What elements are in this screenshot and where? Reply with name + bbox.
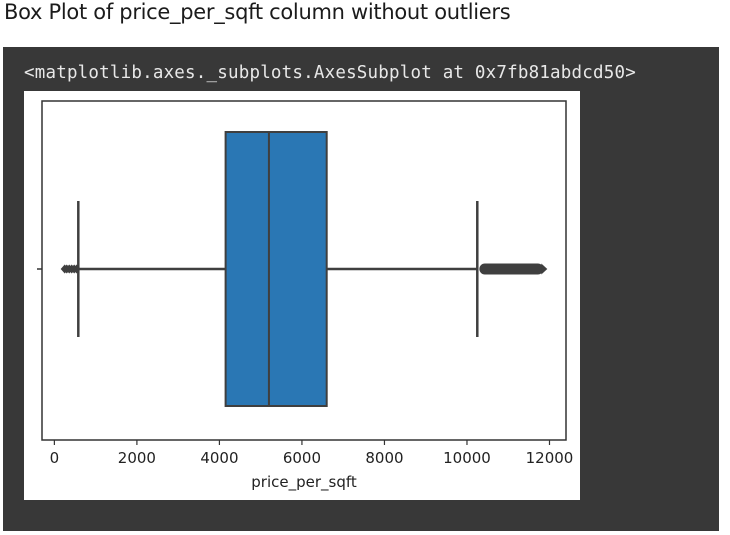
x-tick-label: 0	[50, 449, 60, 467]
chart-figure: 0 2000 4000 6000 8000 10000 12000 price_per_sqf…	[24, 91, 580, 500]
page-heading: Box Plot of price_per_sqft column withou…	[4, 0, 511, 24]
box-iqr	[224, 131, 328, 407]
output-repr-text: <matplotlib.axes._subplots.AxesSubplot a…	[24, 63, 636, 83]
box-plot-svg: 0 2000 4000 6000 8000 10000 12000 price_per_sqf…	[37, 100, 574, 492]
x-tick-label: 6000	[283, 449, 321, 467]
x-tick-label: 8000	[365, 449, 403, 467]
x-tick-label: 2000	[118, 449, 156, 467]
outlier-low-marker	[72, 264, 81, 274]
x-tick-label: 10000	[443, 449, 491, 467]
outlier-high-marker	[541, 263, 548, 275]
axes-frame	[41, 100, 567, 441]
outlier-high-band	[479, 263, 544, 275]
x-tick-label: 12000	[526, 449, 574, 467]
x-tick-label: 4000	[200, 449, 238, 467]
x-axis-label: price_per_sqft	[251, 473, 357, 492]
